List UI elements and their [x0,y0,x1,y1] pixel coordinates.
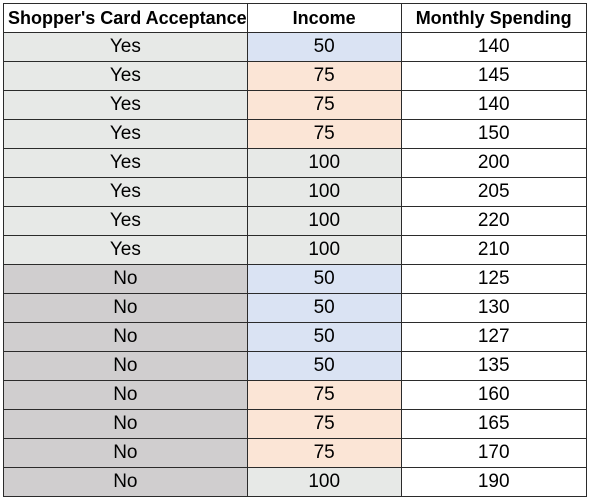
cell-card-acceptance: No [3,293,248,323]
cell-monthly-spending: 135 [400,351,587,381]
cell-card-acceptance: Yes [3,119,248,149]
cell-card-acceptance: No [3,380,248,410]
cell-income: 75 [246,380,402,410]
cell-card-acceptance: Yes [3,32,248,62]
cell-income: 50 [246,32,402,62]
cell-income: 75 [246,119,402,149]
table-row: Yes 100 200 [3,148,587,178]
cell-income: 100 [246,177,402,207]
cell-card-acceptance: No [3,322,248,352]
cell-monthly-spending: 200 [400,148,587,178]
cell-monthly-spending: 170 [400,438,587,468]
cell-card-acceptance: Yes [3,235,248,265]
cell-income: 75 [246,61,402,91]
table-row: Yes 75 140 [3,90,587,120]
data-table: Shopper's Card Acceptance Income Monthly… [3,3,587,497]
cell-income: 100 [246,235,402,265]
table-row: Yes 100 210 [3,235,587,265]
table-row: No 100 190 [3,467,587,497]
cell-monthly-spending: 140 [400,90,587,120]
cell-income: 50 [246,264,402,294]
cell-monthly-spending: 125 [400,264,587,294]
table-row: Yes 75 145 [3,61,587,91]
cell-monthly-spending: 190 [400,467,587,497]
cell-income: 100 [246,148,402,178]
table-row: Yes 100 220 [3,206,587,236]
cell-income: 75 [246,438,402,468]
cell-monthly-spending: 140 [400,32,587,62]
table-row: No 75 160 [3,380,587,410]
header-row: Shopper's Card Acceptance Income Monthly… [3,3,587,33]
table-body: Yes 50 140 Yes 75 145 Yes 75 140 Yes 75 150 Yes 100 20… [3,32,587,497]
cell-income: 75 [246,90,402,120]
cell-monthly-spending: 150 [400,119,587,149]
cell-monthly-spending: 160 [400,380,587,410]
cell-monthly-spending: 145 [400,61,587,91]
table-row: No 50 135 [3,351,587,381]
header-card-acceptance: Shopper's Card Acceptance [3,3,248,33]
cell-card-acceptance: Yes [3,206,248,236]
cell-income: 100 [246,206,402,236]
cell-card-acceptance: No [3,409,248,439]
table-row: Yes 100 205 [3,177,587,207]
table-row: No 75 170 [3,438,587,468]
cell-income: 50 [246,293,402,323]
table-row: Yes 50 140 [3,32,587,62]
table-row: Yes 75 150 [3,119,587,149]
cell-monthly-spending: 220 [400,206,587,236]
cell-card-acceptance: Yes [3,61,248,91]
cell-card-acceptance: Yes [3,148,248,178]
cell-monthly-spending: 165 [400,409,587,439]
cell-monthly-spending: 130 [400,293,587,323]
cell-income: 75 [246,409,402,439]
table-row: No 50 130 [3,293,587,323]
table-row: No 50 127 [3,322,587,352]
header-monthly-spending: Monthly Spending [400,3,587,33]
table-row: No 75 165 [3,409,587,439]
cell-income: 50 [246,351,402,381]
header-income: Income [246,3,402,33]
cell-card-acceptance: No [3,264,248,294]
cell-card-acceptance: No [3,351,248,381]
table-row: No 50 125 [3,264,587,294]
cell-income: 50 [246,322,402,352]
cell-income: 100 [246,467,402,497]
cell-card-acceptance: No [3,438,248,468]
cell-card-acceptance: Yes [3,177,248,207]
cell-monthly-spending: 210 [400,235,587,265]
cell-card-acceptance: Yes [3,90,248,120]
cell-card-acceptance: No [3,467,248,497]
cell-monthly-spending: 127 [400,322,587,352]
cell-monthly-spending: 205 [400,177,587,207]
